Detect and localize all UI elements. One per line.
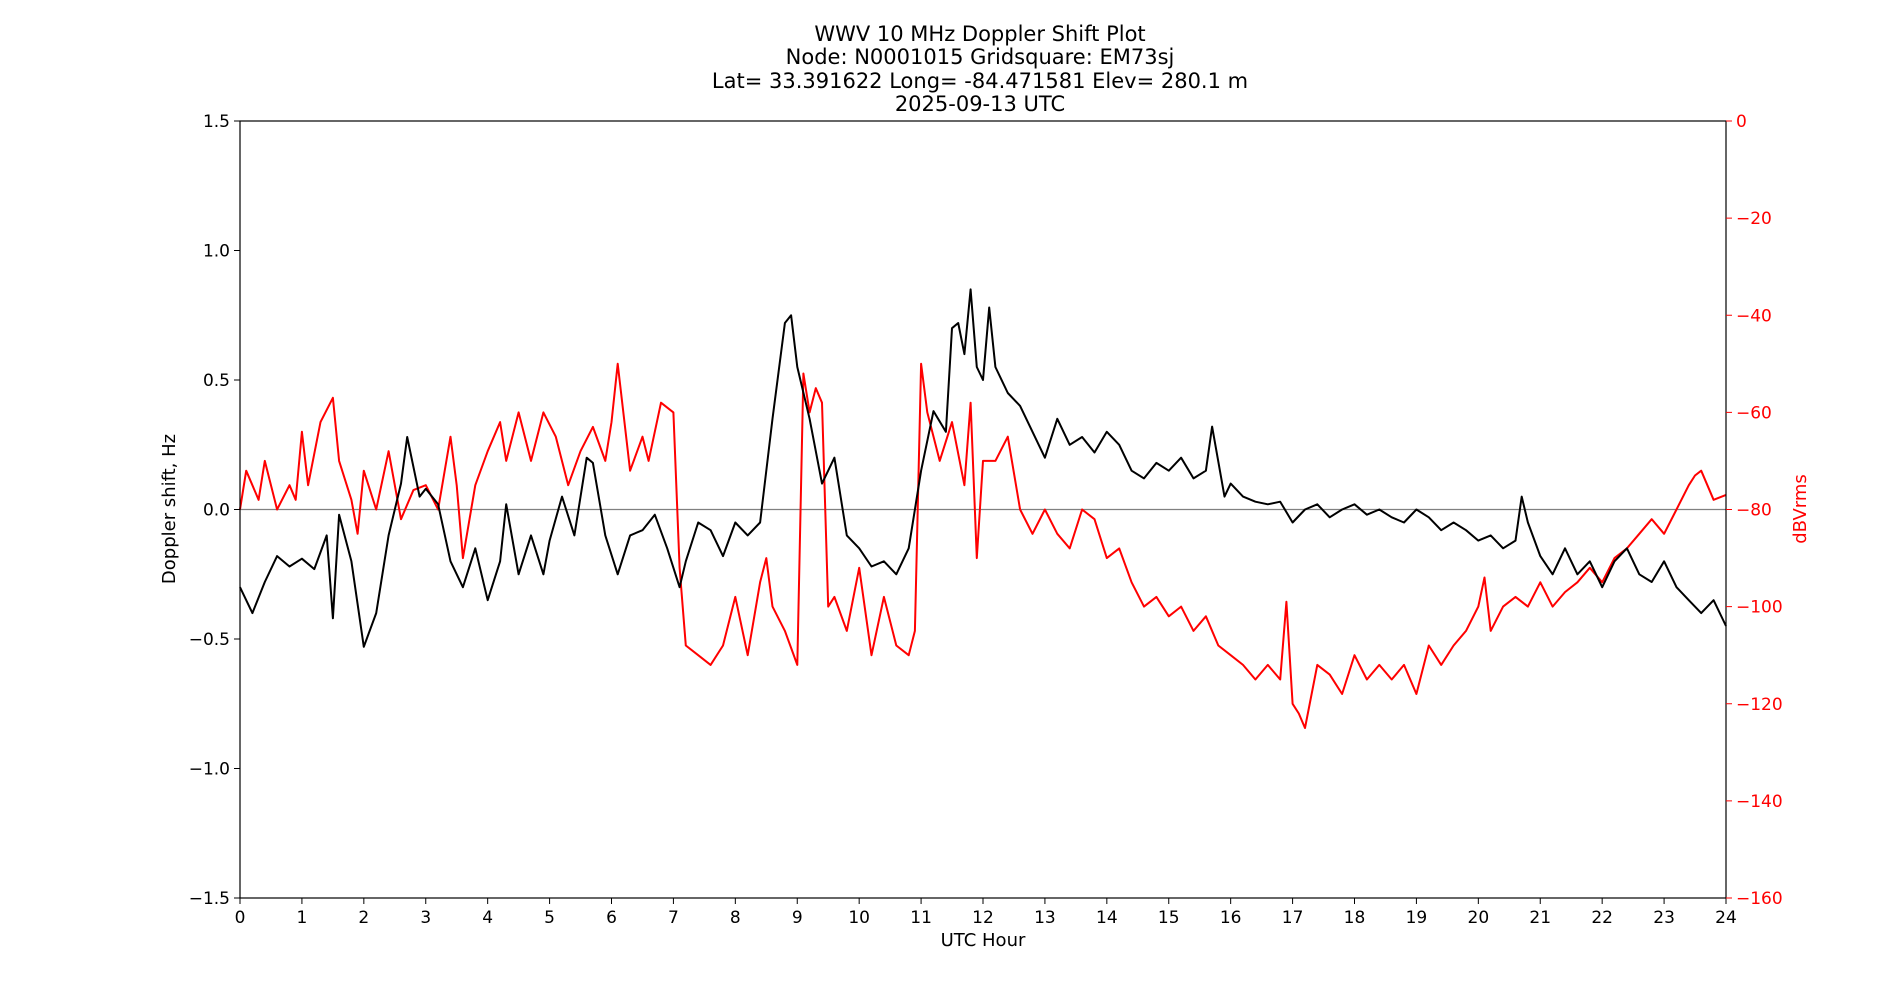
series-layer <box>239 288 1727 729</box>
x-tick-label: 9 <box>792 908 803 928</box>
x-tick-label: 4 <box>482 908 493 928</box>
chart-title: WWV 10 MHz Doppler Shift Plot Node: N000… <box>712 22 1248 116</box>
y-left-tick-label: 1.5 <box>203 112 230 132</box>
y-right-tick-label: 0 <box>1736 112 1747 132</box>
y-left-tick-label: −1.5 <box>189 889 230 909</box>
x-tick-label: 10 <box>848 908 870 928</box>
y-right-tick-label: −100 <box>1736 598 1783 618</box>
x-tick-label: 7 <box>668 908 679 928</box>
x-tick-label: 19 <box>1406 908 1428 928</box>
y-right-tick-label: −140 <box>1736 792 1783 812</box>
x-tick-label: 18 <box>1344 908 1366 928</box>
y-axis-left-label: Doppler shift, Hz <box>159 434 180 584</box>
x-tick-label: 16 <box>1220 908 1242 928</box>
y-axis-right-label: dBVrms <box>1790 474 1811 544</box>
ticks-layer: 0 1 2 3 4 5 6 7 8 9 10 11 12 13 14 15 16 17 18 19 20 21 22 23 24… <box>189 112 1783 928</box>
x-tick-label: 24 <box>1715 908 1737 928</box>
doppler-series-line <box>239 288 1727 648</box>
title-line-1: WWV 10 MHz Doppler Shift Plot <box>814 22 1145 46</box>
y-right-tick-label: −80 <box>1736 501 1772 521</box>
y-right-tick-label: −20 <box>1736 209 1772 229</box>
x-tick-label: 21 <box>1529 908 1551 928</box>
y-left-tick-label: 0.0 <box>203 501 230 521</box>
power-series-line <box>239 362 1727 729</box>
y-left-tick-label: 1.0 <box>203 242 230 262</box>
x-tick-label: 2 <box>358 908 369 928</box>
y-left-tick-label: −1.0 <box>189 760 230 780</box>
x-tick-label: 6 <box>606 908 617 928</box>
y-right-tick-label: −120 <box>1736 695 1783 715</box>
x-tick-label: 13 <box>1034 908 1056 928</box>
x-tick-label: 23 <box>1653 908 1675 928</box>
x-tick-label: 1 <box>297 908 308 928</box>
x-tick-label: 12 <box>972 908 994 928</box>
x-tick-label: 22 <box>1591 908 1613 928</box>
x-axis-label: UTC Hour <box>941 930 1026 951</box>
x-tick-label: 11 <box>910 908 932 928</box>
title-line-2: Node: N0001015 Gridsquare: EM73sj <box>786 45 1175 69</box>
x-tick-label: 14 <box>1096 908 1118 928</box>
y-right-tick-label: −40 <box>1736 306 1772 326</box>
x-tick-label: 5 <box>544 908 555 928</box>
y-right-tick-label: −60 <box>1736 403 1772 423</box>
x-tick-label: 15 <box>1158 908 1180 928</box>
y-left-tick-label: −0.5 <box>189 630 230 650</box>
title-line-3: Lat= 33.391622 Long= -84.471581 Elev= 28… <box>712 69 1248 93</box>
y-right-tick-label: −160 <box>1736 889 1783 909</box>
x-tick-label: 20 <box>1468 908 1490 928</box>
x-tick-label: 17 <box>1282 908 1304 928</box>
y-left-tick-label: 0.5 <box>203 371 230 391</box>
title-line-4: 2025-09-13 UTC <box>895 92 1065 116</box>
x-tick-label: 3 <box>420 908 431 928</box>
x-tick-label: 8 <box>730 908 741 928</box>
x-tick-label: 0 <box>235 908 246 928</box>
